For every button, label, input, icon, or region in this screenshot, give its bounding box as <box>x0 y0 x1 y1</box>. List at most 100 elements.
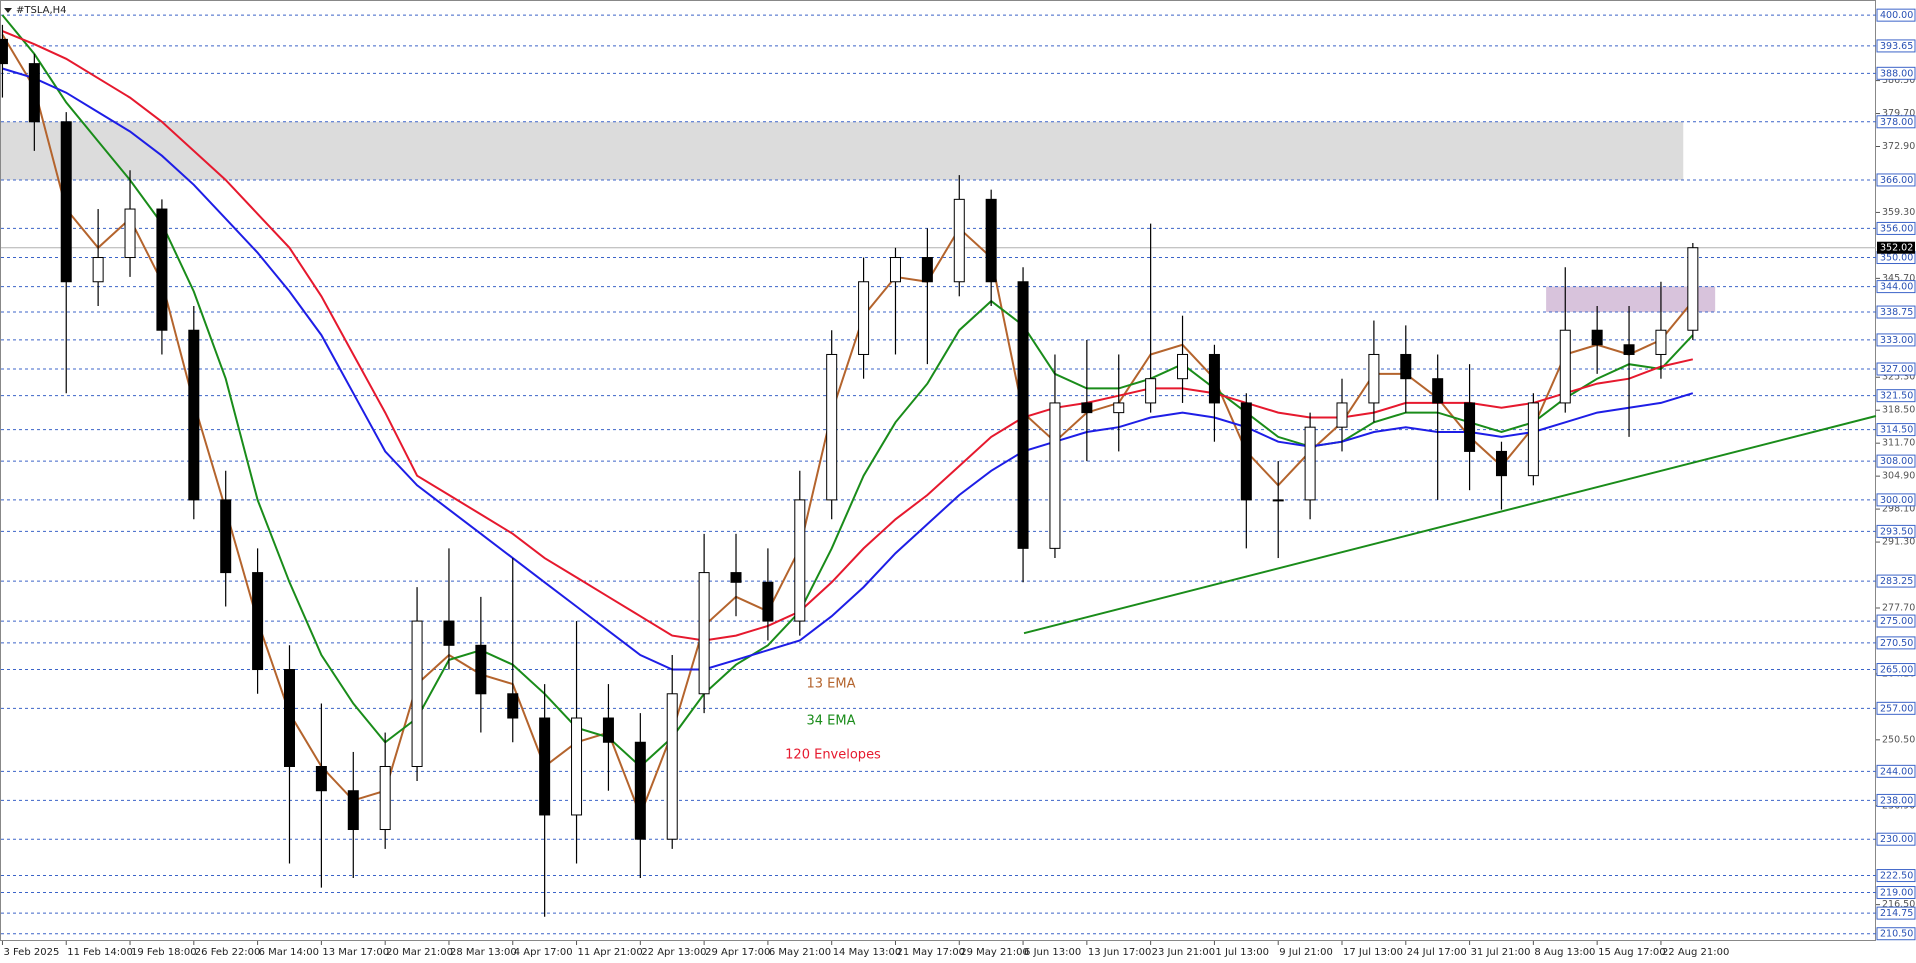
x-tick-label: 13 Mar 17:00 <box>322 947 389 958</box>
candle-body <box>826 353 838 501</box>
y-tick-label: 304.90 <box>1882 471 1915 482</box>
level-label: 275.00 <box>1880 616 1913 627</box>
candle-body <box>730 572 742 583</box>
candle-body <box>921 257 933 283</box>
candle-body <box>252 572 264 671</box>
candle-body <box>347 790 359 831</box>
level-label: 350.00 <box>1880 253 1913 264</box>
level-label-box <box>1876 221 1916 235</box>
last-price-box <box>1877 241 1915 254</box>
level-label: 338.75 <box>1880 307 1913 318</box>
y-tick-label: 325.30 <box>1882 372 1915 383</box>
x-tick-label: 14 May 13:00 <box>833 947 902 958</box>
candle-body <box>698 572 710 695</box>
x-tick-label: 26 Feb 22:00 <box>195 947 261 958</box>
candle-body <box>156 208 168 331</box>
x-tick-label: 11 Apr 21:00 <box>578 947 643 958</box>
indicator-line <box>2 30 1694 642</box>
level-label: 257.00 <box>1880 703 1913 714</box>
candle-body <box>1368 353 1380 404</box>
level-label: 321.50 <box>1880 391 1913 402</box>
candle-body <box>985 198 997 283</box>
level-label-box <box>1876 906 1916 920</box>
candle-body <box>1464 402 1476 452</box>
legend-label: 120 Envelopes <box>785 748 881 763</box>
x-tick-label: 9 Jul 21:00 <box>1279 947 1333 958</box>
candle-body <box>634 741 646 840</box>
x-tick-label: 13 Jun 17:00 <box>1088 947 1152 958</box>
level-label-box <box>1876 832 1916 846</box>
y-tick-label: 345.70 <box>1882 273 1915 284</box>
x-tick-label: 15 Aug 17:00 <box>1598 947 1665 958</box>
trendline <box>1023 415 1877 635</box>
candle-body <box>1017 281 1029 549</box>
candle-body <box>1208 353 1220 404</box>
level-label: 270.50 <box>1880 638 1913 649</box>
indicator-line <box>2 67 1694 671</box>
level-label-box <box>1876 8 1916 22</box>
candle-body <box>92 257 104 283</box>
x-tick-label: 29 Apr 17:00 <box>705 947 770 958</box>
y-tick-label: 250.50 <box>1882 734 1915 745</box>
level-label-box <box>1876 333 1916 347</box>
x-tick-label: 11 Feb 14:00 <box>67 947 133 958</box>
candle-body <box>124 208 136 259</box>
y-tick-label: 318.50 <box>1882 405 1915 416</box>
candle-body <box>1432 378 1444 404</box>
x-tick-label: 29 May 21:00 <box>960 947 1029 958</box>
level-label: 308.00 <box>1880 456 1913 467</box>
x-tick-label: 1 Jul 13:00 <box>1215 947 1269 958</box>
level-label: 388.00 <box>1880 68 1913 79</box>
candle-body <box>1177 353 1189 380</box>
level-label: 378.00 <box>1880 117 1913 128</box>
candle-body <box>1049 402 1061 549</box>
level-label-box <box>1876 636 1916 650</box>
x-tick-label: 4 Apr 17:00 <box>514 947 573 958</box>
y-tick-label: 277.70 <box>1882 602 1915 613</box>
y-tick-label: 216.50 <box>1882 899 1915 910</box>
candle-body <box>1336 402 1348 428</box>
candle-body <box>60 121 72 283</box>
level-label-box <box>1876 764 1916 778</box>
x-tick-label: 17 Jul 13:00 <box>1343 947 1403 958</box>
x-tick-label: 6 May 21:00 <box>769 947 831 958</box>
x-tick-label: 6 Mar 14:00 <box>259 947 319 958</box>
legend-label: 34 EMA <box>807 714 856 729</box>
candle-body <box>794 499 806 622</box>
candle-body <box>1145 378 1157 404</box>
y-tick-label: 311.70 <box>1882 438 1915 449</box>
level-label-box <box>1876 115 1916 129</box>
level-label: 300.00 <box>1880 495 1913 506</box>
y-tick-label: 298.10 <box>1882 504 1915 515</box>
candle-body <box>1559 329 1571 404</box>
candle-body <box>475 644 487 695</box>
level-label: 400.00 <box>1880 10 1913 21</box>
level-label-box <box>1876 927 1916 941</box>
y-tick-label: 379.70 <box>1882 108 1915 119</box>
candle-body <box>1623 344 1635 355</box>
last-price-label: 352.02 <box>1880 243 1913 254</box>
x-tick-label: 19 Feb 18:00 <box>131 947 197 958</box>
candle-body <box>1400 353 1412 380</box>
indicator-line <box>1 14 1694 768</box>
x-tick-label: 28 Mar 13:00 <box>450 947 517 958</box>
candle-body <box>188 329 200 501</box>
x-tick-label: 20 Mar 21:00 <box>386 947 453 958</box>
candle-body <box>602 717 614 743</box>
level-label: 333.00 <box>1880 335 1913 346</box>
level-label: 366.00 <box>1880 175 1913 186</box>
y-tick-label: 291.30 <box>1882 537 1915 548</box>
level-label: 356.00 <box>1880 223 1913 234</box>
level-label: 214.75 <box>1880 908 1913 919</box>
level-label-box <box>1876 454 1916 468</box>
level-label-box <box>1876 362 1916 376</box>
candle-body <box>1081 402 1093 414</box>
level-label: 283.25 <box>1880 576 1913 587</box>
candle-body <box>1591 329 1603 346</box>
candle-body <box>443 620 455 646</box>
y-tick-label: 372.90 <box>1882 141 1915 152</box>
y-tick-label: 386.50 <box>1882 75 1915 86</box>
candle-body <box>1240 402 1252 501</box>
candle-body <box>220 499 232 574</box>
